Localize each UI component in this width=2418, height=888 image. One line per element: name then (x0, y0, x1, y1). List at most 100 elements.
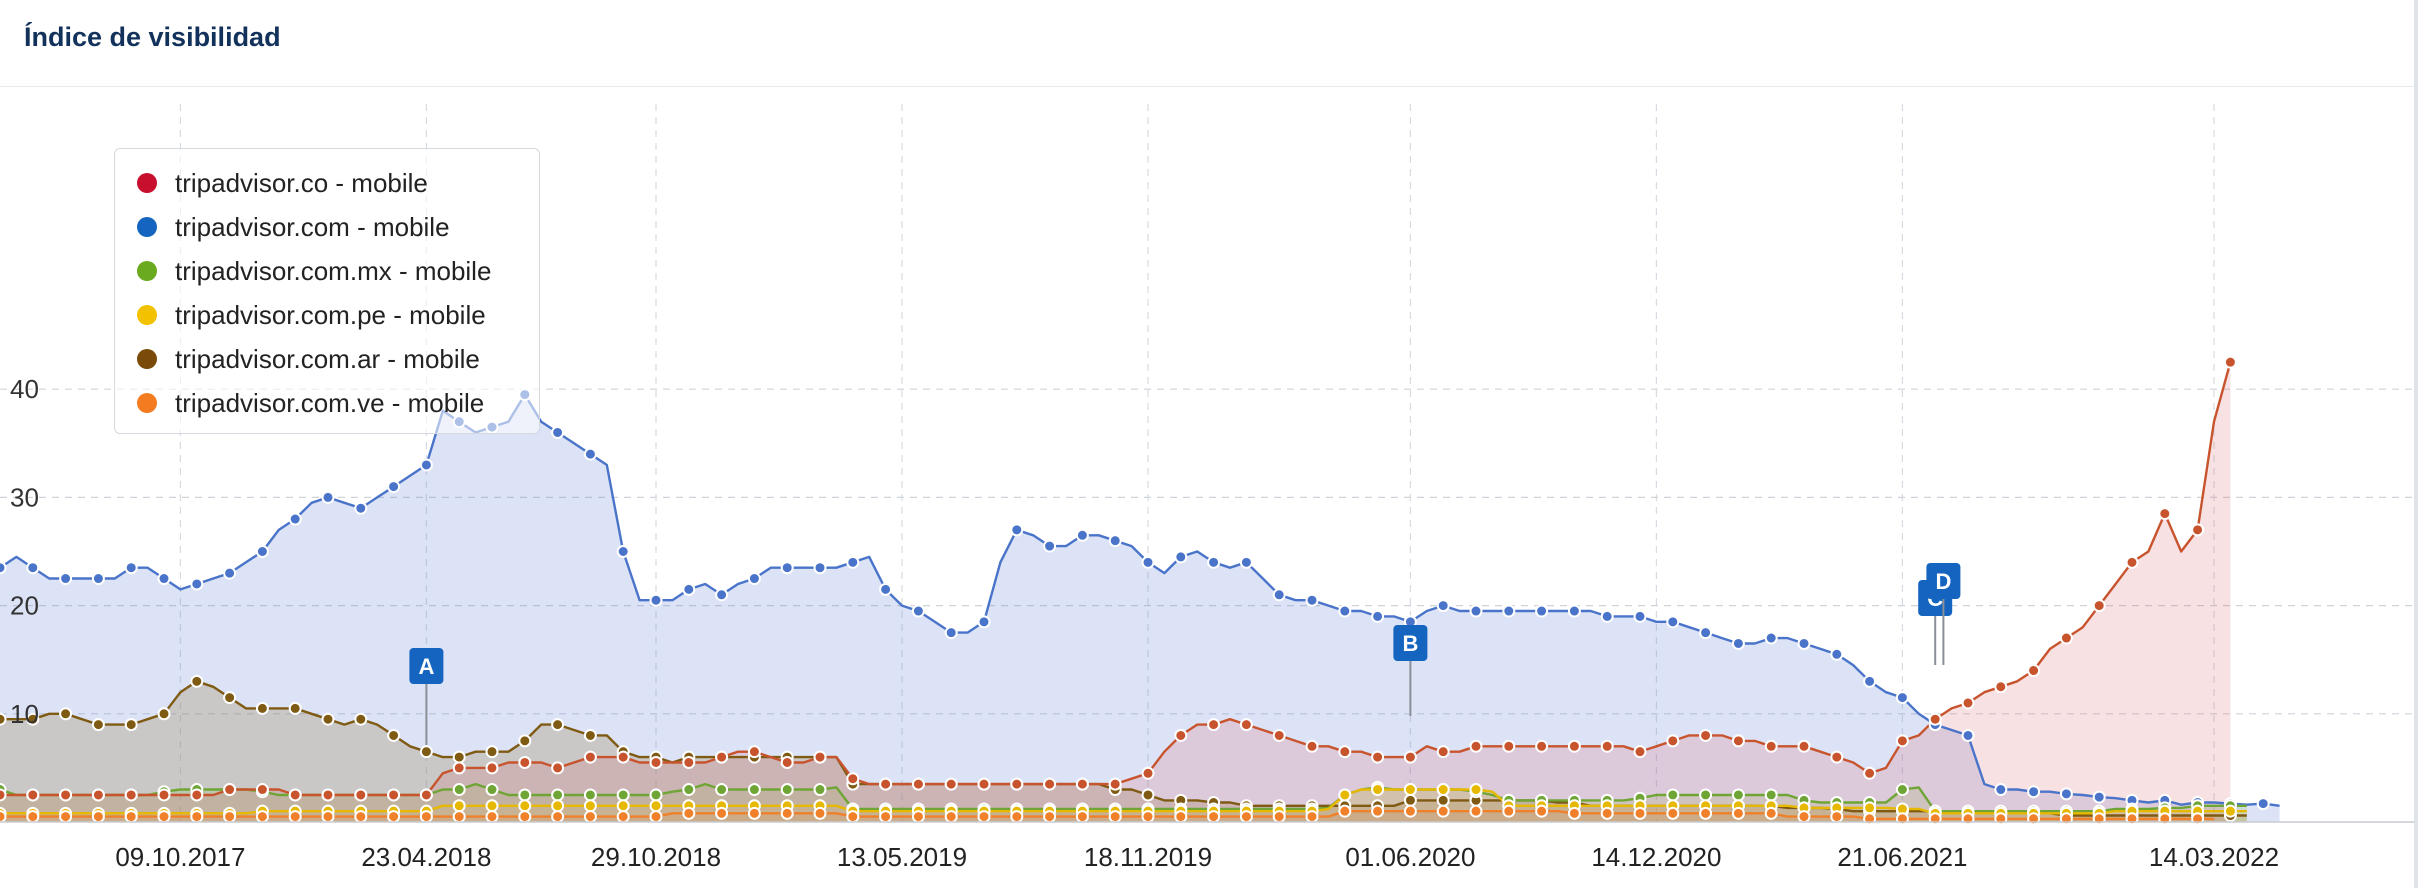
legend-item[interactable]: tripadvisor.com - mobile (137, 205, 539, 249)
series-line (0, 810, 2214, 820)
data-point (255, 810, 269, 824)
data-point (780, 755, 794, 769)
data-point (649, 810, 663, 824)
data-point (715, 750, 729, 764)
data-point (452, 799, 466, 813)
data-point (59, 810, 73, 824)
data-point (124, 788, 138, 802)
data-point (91, 788, 105, 802)
data-point (1600, 739, 1614, 753)
data-point (485, 810, 499, 824)
data-point (715, 588, 729, 602)
data-point (1764, 631, 1778, 645)
legend-dot-icon (137, 305, 157, 325)
legend-item[interactable]: tripadvisor.com.ve - mobile (137, 381, 539, 425)
data-point (223, 783, 237, 797)
legend-label: tripadvisor.com.ve - mobile (175, 387, 485, 418)
data-point (1764, 739, 1778, 753)
marker-label: B (1402, 631, 1418, 656)
data-point (223, 566, 237, 580)
data-point (1010, 523, 1024, 537)
data-point (551, 788, 565, 802)
data-point (518, 788, 532, 802)
data-point (255, 783, 269, 797)
data-point (846, 555, 860, 569)
data-point (1338, 788, 1352, 802)
data-point (616, 788, 630, 802)
data-point (452, 761, 466, 775)
data-point (485, 783, 499, 797)
data-point (1141, 555, 1155, 569)
data-point (387, 810, 401, 824)
data-point (616, 810, 630, 824)
data-point (452, 783, 466, 797)
legend-dot-icon (137, 217, 157, 237)
data-point (518, 810, 532, 824)
y-tick-label: 40 (10, 374, 39, 404)
data-point (1567, 604, 1581, 618)
legend-item[interactable]: tripadvisor.co - mobile (137, 161, 539, 205)
marker-label: D (1935, 569, 1951, 594)
data-point (419, 745, 433, 759)
data-point (1797, 810, 1811, 824)
data-point (518, 734, 532, 748)
data-point (1403, 750, 1417, 764)
data-point (583, 799, 597, 813)
data-point (551, 718, 565, 732)
data-point (1633, 745, 1647, 759)
data-point (1272, 810, 1286, 824)
legend-item[interactable]: tripadvisor.com.ar - mobile (137, 337, 539, 381)
data-point (616, 750, 630, 764)
marker-flag (1393, 625, 1428, 661)
data-point (879, 777, 893, 791)
data-point (354, 712, 368, 726)
data-point (321, 810, 335, 824)
data-point (1207, 810, 1221, 824)
data-point (91, 810, 105, 824)
data-point (419, 788, 433, 802)
legend-item[interactable]: tripadvisor.com.pe - mobile (137, 293, 539, 337)
data-point (682, 582, 696, 596)
y-tick-label: 30 (10, 482, 39, 512)
data-point (583, 788, 597, 802)
marker-label: A (418, 654, 434, 679)
data-point (616, 545, 630, 558)
data-point (911, 777, 925, 791)
data-point (255, 701, 269, 715)
legend-label: tripadvisor.co - mobile (175, 167, 428, 198)
data-point (26, 788, 40, 802)
data-point (2256, 797, 2270, 811)
data-point (1338, 604, 1352, 618)
data-point (157, 707, 171, 721)
data-point (1075, 810, 1089, 824)
data-point (518, 755, 532, 769)
data-point (1666, 615, 1680, 629)
data-point (1961, 696, 1975, 710)
data-point (649, 799, 663, 813)
x-tick-label: 01.06.2020 (1345, 842, 1475, 872)
data-point (682, 806, 696, 820)
x-tick-label: 29.10.2018 (591, 842, 721, 872)
series-area (0, 394, 2280, 822)
data-point (288, 788, 302, 802)
data-point (551, 425, 565, 439)
data-point (1731, 636, 1745, 650)
data-point (91, 572, 105, 586)
legend-item[interactable]: tripadvisor.com.mx - mobile (137, 249, 539, 293)
data-point (1502, 604, 1516, 618)
legend-dot-icon (137, 393, 157, 413)
page-title: Índice de visibilidad (24, 22, 281, 52)
data-point (1043, 777, 1057, 791)
data-point (1535, 804, 1549, 818)
data-point (485, 761, 499, 775)
data-point (26, 810, 40, 824)
data-point (1239, 810, 1253, 824)
legend-label: tripadvisor.com - mobile (175, 211, 450, 242)
data-point (583, 810, 597, 824)
data-point (0, 561, 7, 575)
data-point (1239, 555, 1253, 569)
data-point (1043, 539, 1057, 553)
data-point (1535, 604, 1549, 618)
data-point (91, 718, 105, 732)
